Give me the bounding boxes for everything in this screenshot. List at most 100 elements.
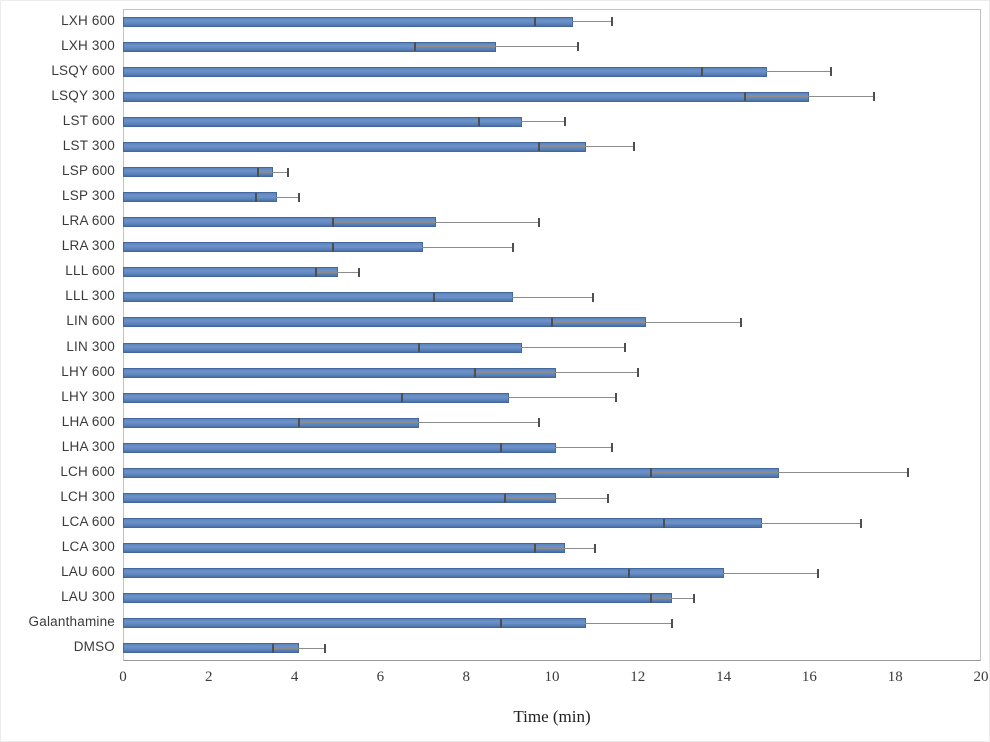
error-cap-right (323, 643, 326, 653)
y-axis-label: LXH 600 (61, 12, 115, 28)
x-tick-label: 6 (376, 669, 385, 685)
x-tick-label: 10 (544, 669, 560, 685)
error-cap-left (533, 17, 536, 27)
error-cap-left (499, 618, 502, 628)
error-cap-left (503, 493, 506, 503)
error-cap-left (418, 343, 420, 353)
error-cap-left (473, 368, 476, 378)
error-cap-left (332, 242, 335, 252)
error-cap-right (872, 92, 875, 102)
error-bar (419, 347, 625, 349)
y-axis-label: Galanthamine (28, 614, 115, 630)
bar-lsqy-300 (123, 91, 810, 102)
error-cap-left (744, 92, 747, 102)
y-axis-label: LRA 300 (61, 238, 115, 254)
error-cap-left (499, 443, 502, 453)
error-bar (255, 196, 299, 198)
error-cap-right (692, 593, 695, 603)
error-bar (504, 497, 608, 499)
error-cap-right (357, 267, 360, 277)
error-bar (702, 71, 831, 73)
y-axis-label: LCH 300 (60, 489, 115, 504)
error-cap-right (606, 493, 609, 503)
y-axis-label: DMSO (73, 639, 115, 655)
error-bar (414, 46, 578, 48)
bar-lll-600 (123, 267, 338, 278)
x-tick-label: 2 (205, 669, 213, 685)
y-axis-label: LLL 600 (65, 263, 115, 279)
error-cap-right (907, 468, 910, 478)
error-cap-left (400, 393, 403, 403)
x-tick-label: 8 (462, 669, 470, 685)
error-cap-right (287, 167, 290, 177)
plot-area (123, 9, 981, 661)
x-tick-label: 20 (973, 669, 989, 685)
y-axis-label: LRA 600 (61, 213, 115, 229)
error-bar (258, 171, 289, 173)
y-axis-label: LSQY 600 (51, 62, 115, 78)
error-cap-left (257, 167, 260, 177)
error-bar (479, 121, 565, 123)
y-axis-label: LST 300 (62, 137, 115, 153)
error-cap-right (671, 618, 674, 628)
error-bar (333, 221, 540, 223)
error-cap-left (628, 568, 631, 578)
error-cap-left (272, 643, 275, 653)
error-cap-right (615, 393, 618, 403)
error-cap-left (538, 142, 541, 152)
y-axis-label: LHA 600 (61, 413, 115, 429)
error-bar (650, 597, 694, 599)
bar-lch-300 (123, 493, 557, 503)
y-axis-label: LCH 600 (60, 463, 115, 479)
error-bar (401, 397, 617, 399)
error-bar (474, 372, 638, 374)
x-tick-label: 18 (887, 669, 903, 685)
bar-lca-300 (123, 543, 565, 554)
y-axis-label: LXH 300 (61, 37, 115, 53)
error-cap-right (297, 192, 300, 202)
y-axis-label: LCA 300 (61, 539, 115, 555)
y-axis-label: LSP 600 (62, 163, 115, 178)
error-bar (500, 447, 613, 449)
error-bar (434, 296, 593, 298)
error-cap-left (551, 317, 553, 327)
error-bar (534, 547, 595, 549)
error-cap-right (611, 17, 614, 27)
error-cap-right (623, 343, 626, 353)
error-cap-right (636, 368, 639, 378)
x-tick-label: 14 (716, 669, 732, 685)
error-cap-left (433, 292, 436, 302)
bar-lsp-600 (123, 167, 274, 177)
error-cap-left (254, 192, 257, 202)
y-axis-label: LST 600 (62, 112, 115, 128)
error-bar (663, 522, 861, 524)
bar-lst-600 (123, 116, 522, 127)
y-axis-label: LAU 300 (61, 589, 115, 605)
bar-lst-300 (123, 141, 587, 152)
y-axis-label: LSP 300 (62, 188, 115, 204)
error-cap-right (611, 443, 614, 453)
error-cap-left (478, 117, 481, 127)
error-cap-right (512, 242, 515, 252)
error-cap-left (332, 217, 335, 227)
y-axis-label: LIN 600 (66, 313, 115, 329)
x-tick-label: 0 (119, 669, 127, 685)
error-bar (745, 96, 874, 98)
bar-lsqy-600 (123, 66, 767, 77)
x-axis-title: Time (min) (513, 707, 591, 726)
error-bar (333, 246, 514, 248)
y-axis-label: LLL 300 (65, 288, 115, 304)
error-cap-right (563, 117, 566, 127)
error-bar (629, 572, 818, 574)
error-cap-right (593, 543, 596, 553)
error-cap-left (649, 593, 652, 603)
error-cap-left (649, 468, 652, 478)
error-cap-right (591, 292, 594, 302)
error-cap-right (538, 217, 541, 227)
error-bar (273, 647, 325, 649)
error-bar (534, 21, 613, 23)
error-cap-left (315, 267, 318, 277)
error-cap-right (829, 67, 832, 77)
error-bar (539, 146, 634, 148)
